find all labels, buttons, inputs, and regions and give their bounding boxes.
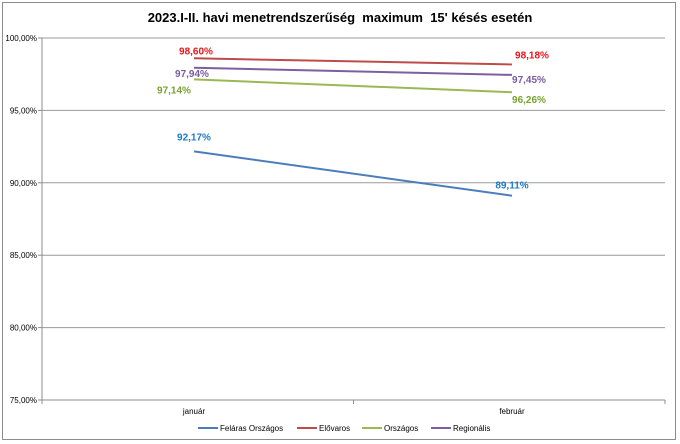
- data-label: 97,94%: [175, 69, 209, 80]
- y-tick-label: 75,00%: [10, 396, 37, 405]
- legend-label: Regionális: [453, 424, 490, 433]
- data-label: 89,11%: [495, 181, 528, 192]
- series-line: [193, 57, 513, 66]
- y-tick-label: 90,00%: [10, 179, 37, 188]
- series-line: [193, 78, 513, 94]
- data-label: 98,18%: [515, 50, 549, 61]
- data-label: 98,60%: [179, 46, 213, 57]
- data-label: 97,14%: [157, 85, 191, 96]
- chart-frame: [2, 2, 676, 440]
- legend-label: Országos: [384, 424, 418, 433]
- x-tick-label: január: [182, 407, 206, 416]
- y-tick-label: 85,00%: [10, 251, 37, 260]
- data-label: 96,26%: [512, 95, 546, 106]
- y-tick-label: 100,00%: [5, 34, 37, 43]
- legend-label: Feláras Országos: [220, 424, 283, 433]
- data-label: 97,45%: [512, 75, 546, 86]
- y-tick-label: 95,00%: [10, 106, 37, 115]
- chart-title: 2023.I-II. havi menetrendszerűség maximu…: [147, 10, 533, 25]
- y-tick-label: 80,00%: [10, 324, 37, 333]
- series-line: [193, 150, 513, 197]
- series-line: [193, 66, 513, 76]
- x-tick-label: február: [499, 407, 525, 416]
- legend-label: Elővaros: [319, 424, 350, 433]
- data-label: 92,17%: [177, 132, 211, 143]
